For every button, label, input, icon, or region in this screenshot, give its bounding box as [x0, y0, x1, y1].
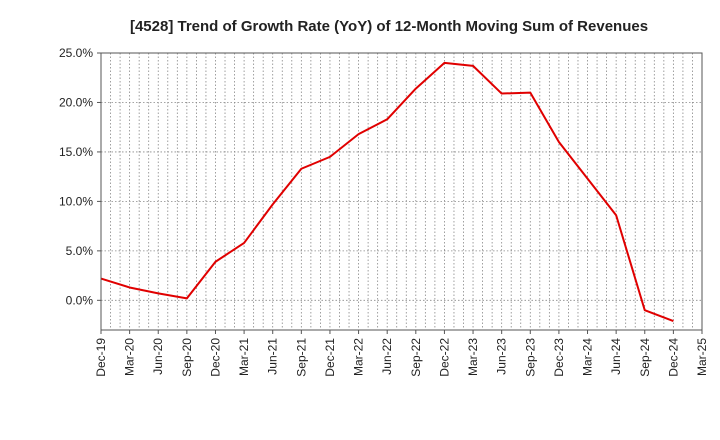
plot-frame [100, 52, 703, 331]
x-tick-label: Sep-20 [180, 338, 194, 377]
x-tick-label: Sep-23 [523, 338, 537, 377]
x-tick-label: Sep-22 [409, 338, 423, 377]
x-tick-label: Jun-21 [266, 338, 280, 375]
y-tick-label: 5.0% [66, 244, 94, 258]
x-tick-label: Sep-21 [294, 338, 308, 377]
x-tick-label: Dec-22 [437, 338, 451, 377]
x-tick-label: Jun-23 [495, 338, 509, 375]
y-tick-label: 0.0% [66, 293, 94, 307]
x-tick-label: Dec-23 [552, 338, 566, 377]
x-tick-label: Mar-25 [695, 338, 709, 376]
x-tick-label: Mar-20 [123, 338, 137, 376]
y-tick-label: 25.0% [59, 46, 93, 60]
x-tick-label: Sep-24 [638, 338, 652, 377]
x-axis-ticks: Dec-19 Mar-20 Jun-20 Sep-20 Dec-20 Mar-21 Jun-… [94, 330, 709, 377]
y-tick-label: 10.0% [59, 194, 93, 208]
x-tick-label: Jun-24 [609, 338, 623, 375]
series-group [100, 61, 674, 323]
x-tick-label: Mar-22 [352, 338, 366, 376]
y-axis-ticks: 25.0% 20.0% 15.0% 10.0% 5.0% 0.0% [59, 46, 101, 307]
chart-title: [4528] Trend of Growth Rate (YoY) of 12-… [130, 18, 648, 35]
x-tick-label: Dec-21 [323, 338, 337, 377]
series-line [100, 61, 674, 323]
x-tick-label: Dec-24 [666, 338, 680, 377]
x-tick-label: Dec-19 [94, 338, 108, 377]
y-tick-label: 15.0% [59, 145, 93, 159]
x-tick-label: Mar-23 [466, 338, 480, 376]
x-tick-label: Mar-21 [237, 338, 251, 376]
x-tick-label: Jun-22 [380, 338, 394, 375]
x-tick-label: Jun-20 [151, 338, 165, 375]
y-tick-label: 20.0% [59, 95, 93, 109]
x-tick-label: Mar-24 [581, 338, 595, 376]
grid [101, 52, 702, 330]
x-tick-label: Dec-20 [208, 338, 222, 377]
